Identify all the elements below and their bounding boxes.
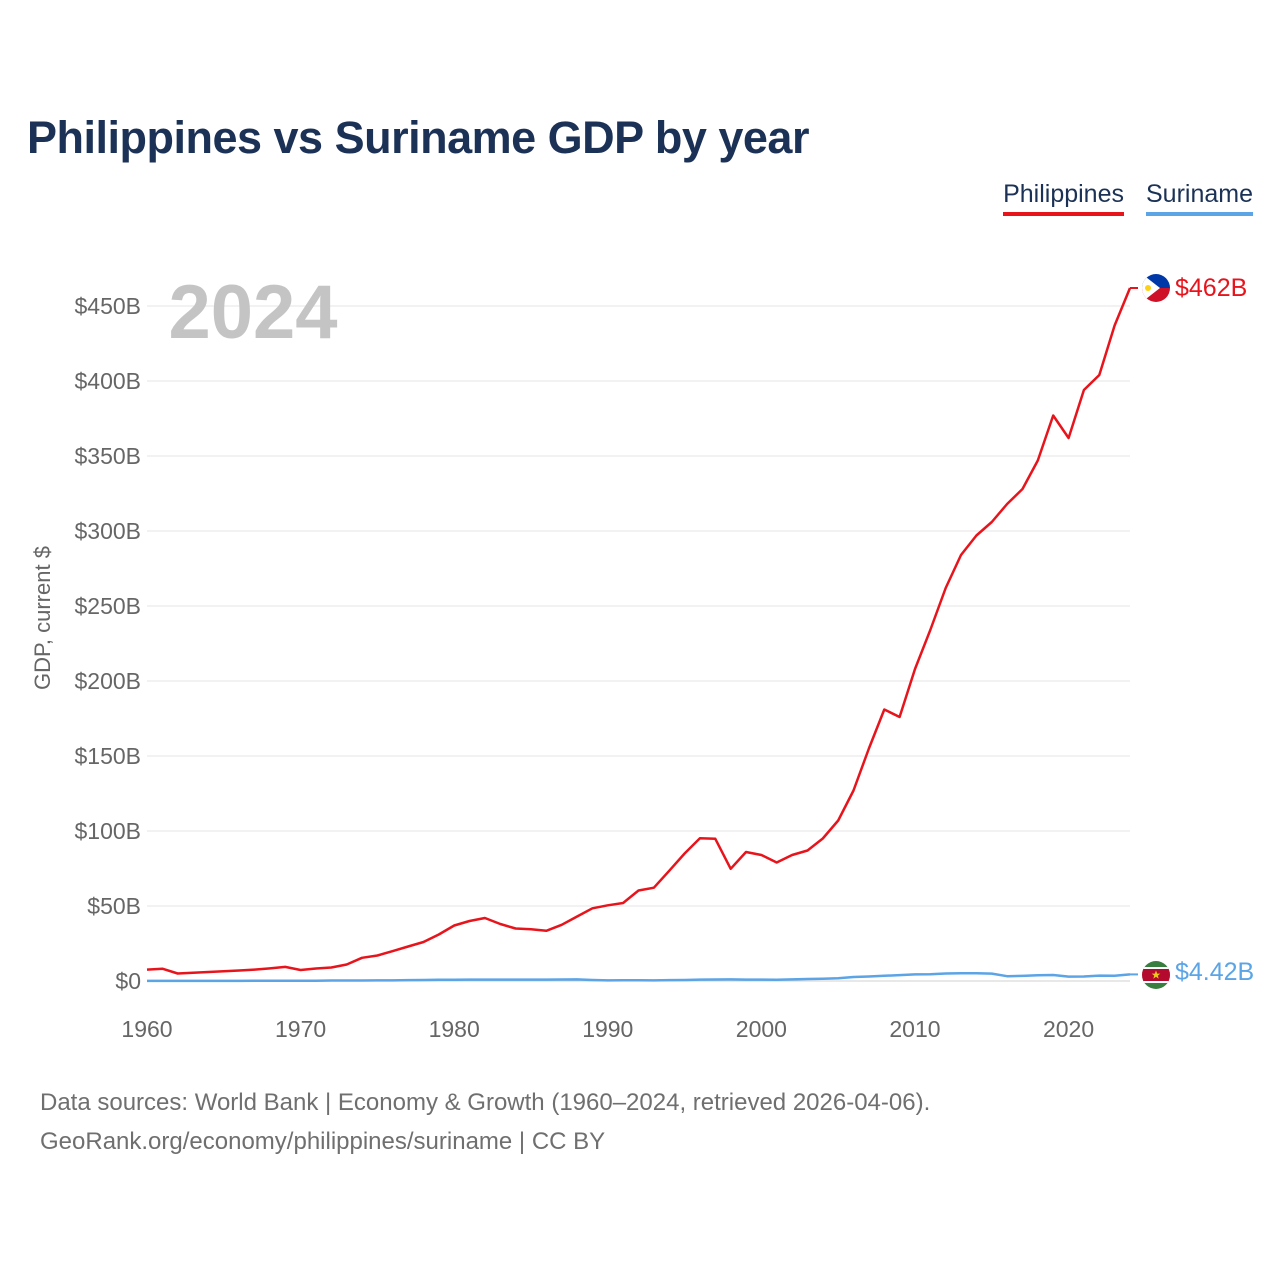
year-label: 2024 xyxy=(168,270,337,355)
philippines-flag-icon xyxy=(1142,274,1170,302)
x-tick-label: 2000 xyxy=(736,1016,787,1042)
source-note: Data sources: World Bank | Economy & Gro… xyxy=(40,1083,930,1161)
legend: Philippines Suriname xyxy=(1003,180,1253,216)
x-axis-ticks: 1960 1970 1980 1990 2000 2010 2020 xyxy=(121,1016,1094,1042)
philippines-value-label: $462B xyxy=(1175,274,1247,302)
y-tick-label: $400B xyxy=(74,368,141,394)
y-tick-label: $100B xyxy=(74,818,141,844)
end-markers xyxy=(1142,274,1170,989)
series-line-philippines xyxy=(146,287,1132,975)
y-axis-ticks: $0 $50B $100B $150B $200B $250B $300B $350B $400… xyxy=(74,293,141,994)
y-tick-label: $250B xyxy=(74,593,141,619)
series-line-suriname xyxy=(147,971,1131,983)
y-tick-label: $450B xyxy=(74,293,141,319)
source-line-1: Data sources: World Bank | Economy & Gro… xyxy=(40,1089,931,1116)
source-line-2[interactable]: GeoRank.org/economy/philippines/suriname… xyxy=(40,1128,606,1155)
y-tick-label: $0 xyxy=(115,968,141,994)
x-tick-label: 1980 xyxy=(429,1016,480,1042)
x-tick-label: 2020 xyxy=(1043,1016,1094,1042)
series-lines xyxy=(146,287,1138,983)
grid-lines xyxy=(147,305,1130,982)
y-tick-label: $200B xyxy=(74,668,141,694)
x-tick-label: 1960 xyxy=(121,1016,172,1042)
x-tick-label: 1970 xyxy=(275,1016,326,1042)
y-tick-label: $300B xyxy=(74,518,141,544)
suriname-value-label: $4.42B xyxy=(1175,958,1254,986)
y-tick-label: $150B xyxy=(74,743,141,769)
chart-title: Philippines vs Suriname GDP by year xyxy=(27,112,809,163)
suriname-flag-icon xyxy=(1142,961,1170,989)
legend-suriname[interactable]: Suriname xyxy=(1146,180,1253,216)
x-tick-label: 1990 xyxy=(582,1016,633,1042)
legend-philippines[interactable]: Philippines xyxy=(1003,180,1124,216)
y-tick-label: $50B xyxy=(87,893,141,919)
x-tick-label: 2010 xyxy=(889,1016,940,1042)
y-tick-label: $350B xyxy=(74,443,141,469)
y-axis-label: GDP, current $ xyxy=(30,546,55,690)
line-chart: $0 $50B $100B $150B $200B $250B $300B $350B $400… xyxy=(30,270,1254,1042)
